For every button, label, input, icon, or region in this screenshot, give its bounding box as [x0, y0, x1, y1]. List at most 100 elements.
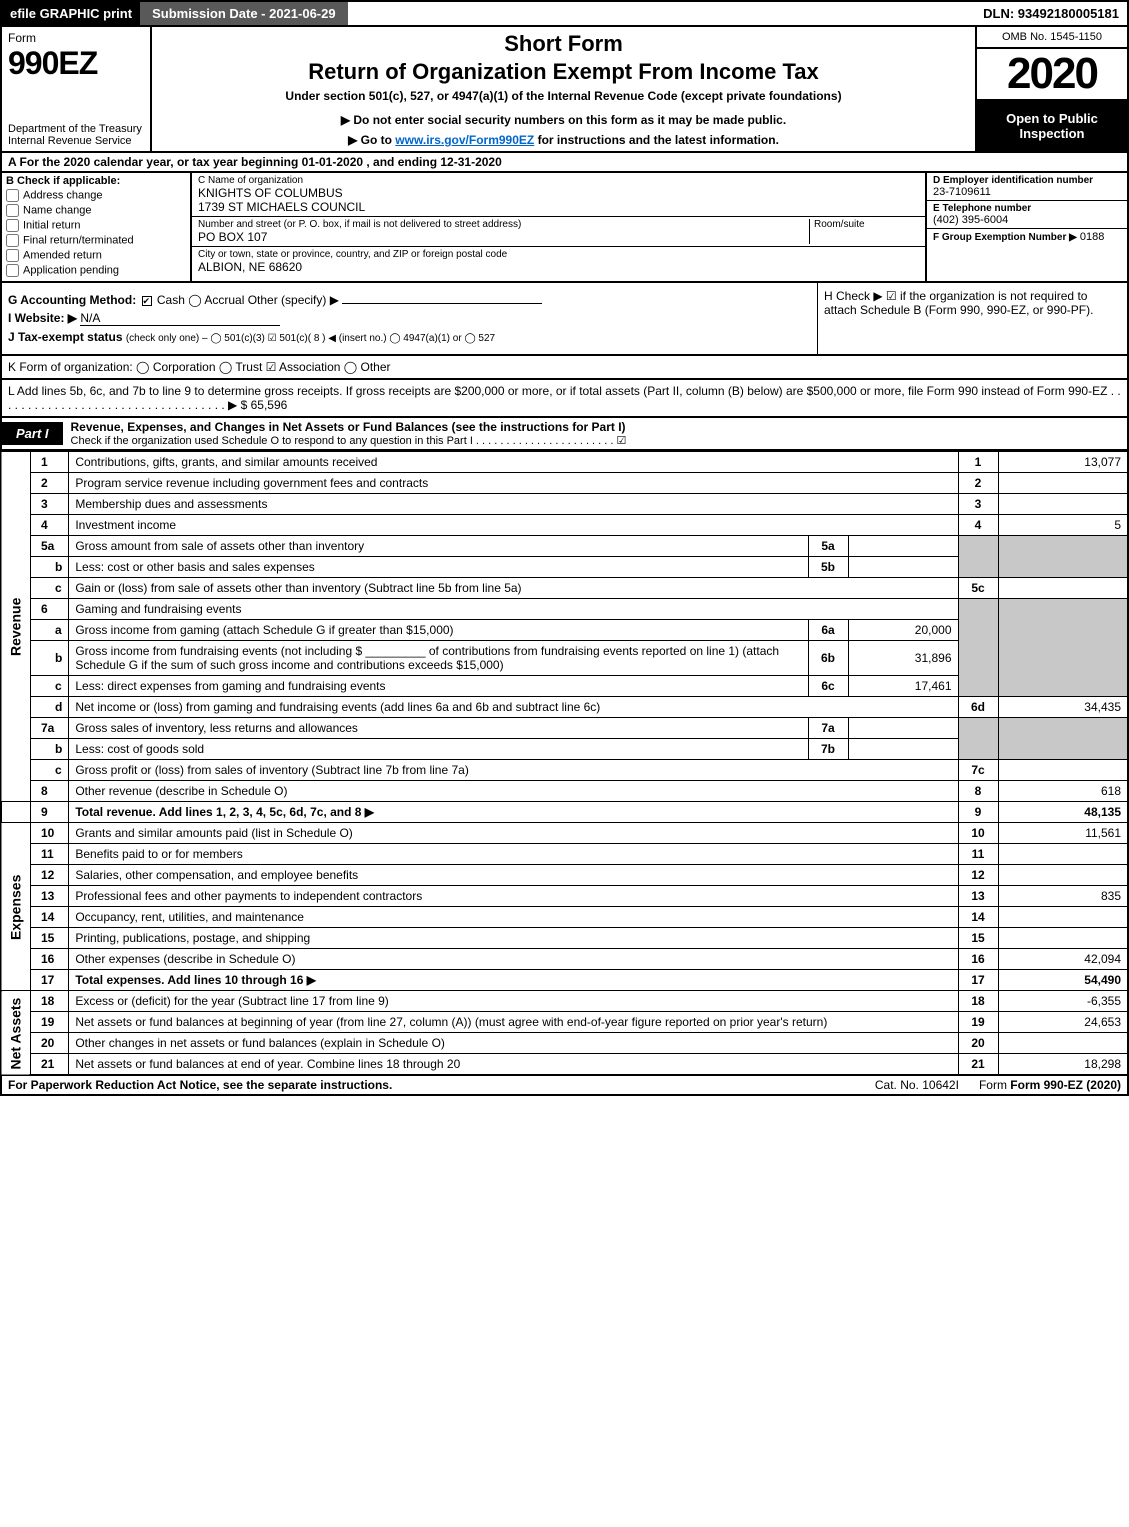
open-to-public: Open to Public Inspection — [977, 101, 1127, 151]
street-val: PO BOX 107 — [198, 230, 809, 244]
l13-desc: Professional fees and other payments to … — [69, 886, 958, 907]
g-other-line[interactable] — [342, 303, 542, 304]
l5b-subnum: 5b — [808, 557, 848, 578]
side-revenue: Revenue — [1, 452, 31, 802]
cb-name-change[interactable]: Name change — [6, 204, 186, 217]
l15-rnum: 15 — [958, 928, 998, 949]
g-label: G Accounting Method: — [8, 293, 136, 307]
cb-amended-return-input[interactable] — [6, 249, 19, 262]
l7a-num: 7a — [31, 718, 69, 739]
group-exempt-cell: F Group Exemption Number ▶ 0188 — [927, 229, 1127, 281]
l4-desc: Investment income — [69, 515, 958, 536]
i-label: I Website: ▶ — [8, 311, 77, 325]
title-short-form: Short Form — [160, 31, 967, 57]
cb-initial-return[interactable]: Initial return — [6, 219, 186, 232]
l16-desc: Other expenses (describe in Schedule O) — [69, 949, 958, 970]
l5a-desc: Gross amount from sale of assets other t… — [69, 536, 808, 557]
cb-name-change-input[interactable] — [6, 204, 19, 217]
cb-initial-return-input[interactable] — [6, 219, 19, 232]
l18-rnum: 18 — [958, 991, 998, 1012]
l9-num: 9 — [31, 802, 69, 823]
cb-address-change[interactable]: Address change — [6, 189, 186, 202]
l14-num: 14 — [31, 907, 69, 928]
cb-final-return-input[interactable] — [6, 234, 19, 247]
cb-amended-return[interactable]: Amended return — [6, 249, 186, 262]
l19-amt: 24,653 — [998, 1012, 1128, 1033]
l16-num: 16 — [31, 949, 69, 970]
l7ab-grey-amt — [998, 718, 1128, 760]
row-i: I Website: ▶ N/A — [8, 311, 811, 326]
cb-address-change-input[interactable] — [6, 189, 19, 202]
l6-grey — [958, 599, 998, 697]
phone-cell: E Telephone number (402) 395-6004 — [927, 201, 1127, 229]
l15-num: 15 — [31, 928, 69, 949]
l17-rnum: 17 — [958, 970, 998, 991]
l6c-desc: Less: direct expenses from gaming and fu… — [69, 676, 808, 697]
ein-label: D Employer identification number — [933, 175, 1121, 186]
l6d-rnum: 6d — [958, 697, 998, 718]
l4-num: 4 — [31, 515, 69, 536]
efile-label[interactable]: efile GRAPHIC print — [2, 2, 140, 25]
l7c-rnum: 7c — [958, 760, 998, 781]
l18-amt: -6,355 — [998, 991, 1128, 1012]
l3-num: 3 — [31, 494, 69, 515]
l5c-amt — [998, 578, 1128, 599]
l4-rnum: 4 — [958, 515, 998, 536]
city-val: ALBION, NE 68620 — [198, 260, 919, 274]
l21-amt: 18,298 — [998, 1054, 1128, 1076]
lines-table: Revenue 1 Contributions, gifts, grants, … — [0, 451, 1129, 1076]
l7a-subnum: 7a — [808, 718, 848, 739]
l5ab-grey-amt — [998, 536, 1128, 578]
form-header: Form 990EZ Department of the Treasury In… — [0, 27, 1129, 153]
l7b-desc: Less: cost of goods sold — [69, 739, 808, 760]
part1-header: Part I Revenue, Expenses, and Changes in… — [0, 418, 1129, 451]
l12-desc: Salaries, other compensation, and employ… — [69, 865, 958, 886]
form-word: Form — [8, 31, 144, 45]
cb-final-return[interactable]: Final return/terminated — [6, 234, 186, 247]
l1-desc: Contributions, gifts, grants, and simila… — [69, 452, 958, 473]
l6b-desc: Gross income from fundraising events (no… — [69, 641, 808, 676]
l2-amt — [998, 473, 1128, 494]
cb-cash-icon — [142, 296, 152, 306]
footer-left: For Paperwork Reduction Act Notice, see … — [8, 1078, 855, 1092]
dln-label: DLN: 93492180005181 — [975, 2, 1127, 25]
l20-desc: Other changes in net assets or fund bala… — [69, 1033, 958, 1054]
l6a-num: a — [31, 620, 69, 641]
side-netassets: Net Assets — [1, 991, 31, 1076]
l6-num: 6 — [31, 599, 69, 620]
l12-amt — [998, 865, 1128, 886]
l6b-num: b — [31, 641, 69, 676]
l12-rnum: 12 — [958, 865, 998, 886]
irs-link[interactable]: www.irs.gov/Form990EZ — [395, 133, 534, 147]
l16-rnum: 16 — [958, 949, 998, 970]
j-label: J Tax-exempt status — [8, 330, 123, 344]
l7c-num: c — [31, 760, 69, 781]
l17-amt: 54,490 — [998, 970, 1128, 991]
org-name-cell: C Name of organization KNIGHTS OF COLUMB… — [192, 173, 925, 217]
l2-desc: Program service revenue including govern… — [69, 473, 958, 494]
col-gij: G Accounting Method: Cash ◯ Accrual Othe… — [2, 283, 817, 354]
top-bar: efile GRAPHIC print Submission Date - 20… — [0, 0, 1129, 27]
header-center: Short Form Return of Organization Exempt… — [152, 27, 977, 151]
l5a-subval — [848, 536, 958, 557]
l21-desc: Net assets or fund balances at end of ye… — [69, 1054, 958, 1076]
footer-center: Cat. No. 10642I — [875, 1078, 959, 1092]
part1-title-text: Revenue, Expenses, and Changes in Net As… — [71, 420, 626, 434]
header-left: Form 990EZ Department of the Treasury In… — [2, 27, 152, 151]
l8-rnum: 8 — [958, 781, 998, 802]
l7c-desc: Gross profit or (loss) from sales of inv… — [69, 760, 958, 781]
l9-desc: Total revenue. Add lines 1, 2, 3, 4, 5c,… — [69, 802, 958, 823]
row-l: L Add lines 5b, 6c, and 7b to line 9 to … — [0, 380, 1129, 418]
dept-treasury: Department of the Treasury Internal Reve… — [8, 123, 144, 147]
group-exempt-val: 0188 — [1080, 231, 1104, 243]
l5c-rnum: 5c — [958, 578, 998, 599]
submission-date: Submission Date - 2021-06-29 — [140, 2, 348, 25]
cb-application-pending[interactable]: Application pending — [6, 264, 186, 277]
l21-rnum: 21 — [958, 1054, 998, 1076]
footer-formref: Form 990-EZ (2020) — [1010, 1078, 1121, 1092]
l12-num: 12 — [31, 865, 69, 886]
l17-num: 17 — [31, 970, 69, 991]
l17-desc: Total expenses. Add lines 10 through 16 — [69, 970, 958, 991]
l5ab-grey — [958, 536, 998, 578]
cb-application-pending-input[interactable] — [6, 264, 19, 277]
